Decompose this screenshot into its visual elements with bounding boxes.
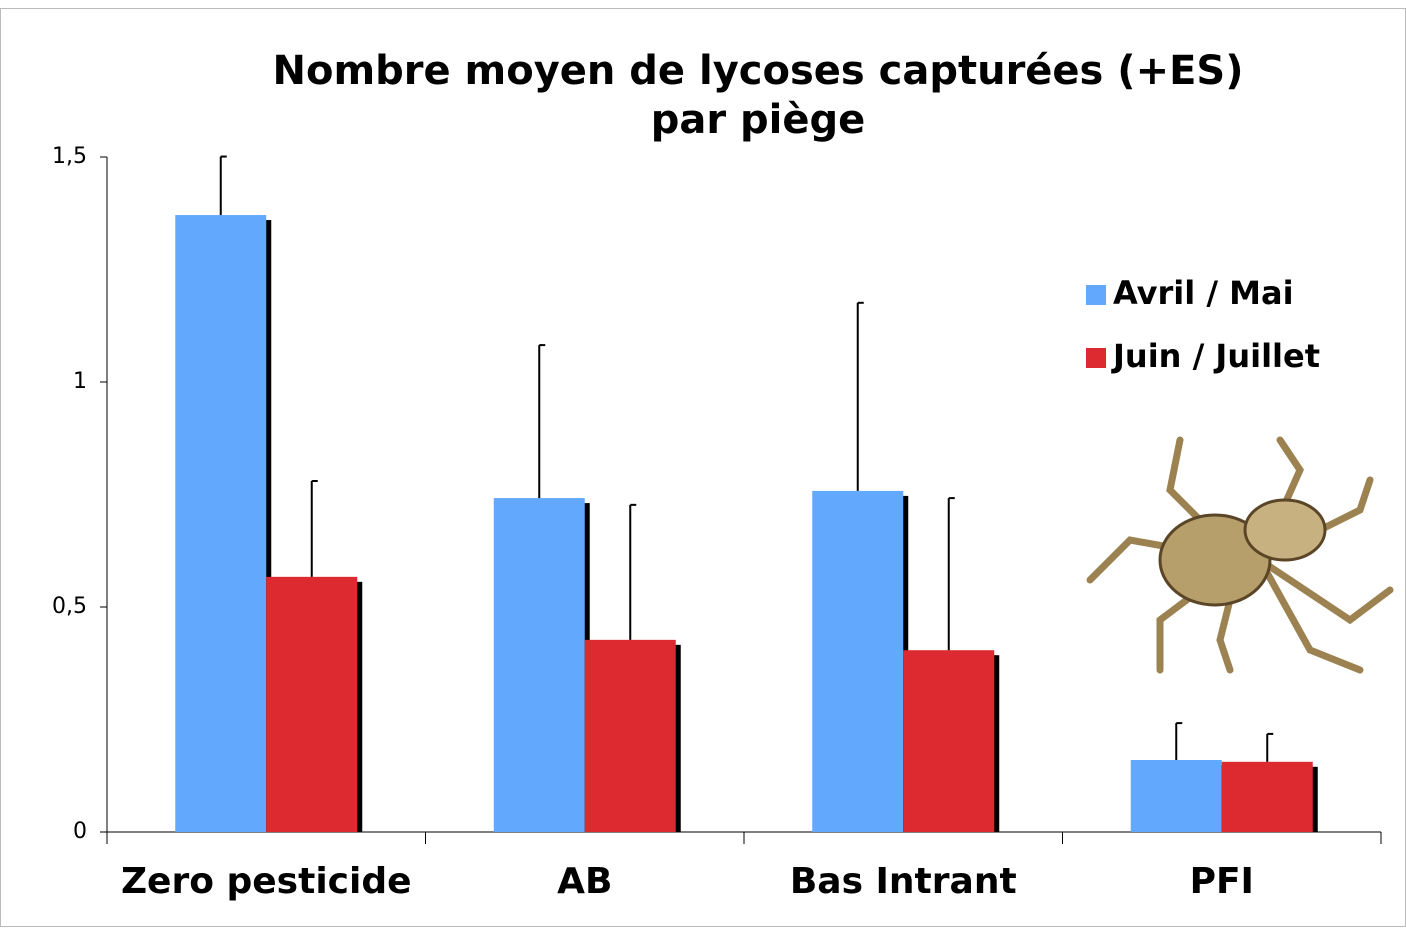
bar <box>1130 760 1222 832</box>
x-tick-label: Zero pesticide <box>121 861 412 902</box>
spider <box>1086 436 1394 674</box>
chart-title: Nombre moyen de lycoses capturées (+ES) <box>272 48 1243 94</box>
bar <box>493 498 585 832</box>
bar <box>266 576 358 832</box>
bar <box>175 215 267 833</box>
y-tick-label: 0,5 <box>52 594 87 619</box>
bar <box>1221 761 1313 832</box>
y-tick-label: 0 <box>73 819 87 844</box>
chart-title: par piège <box>651 97 866 143</box>
legend-swatch <box>1086 348 1106 368</box>
bar <box>584 639 676 832</box>
y-tick-label: 1 <box>73 369 87 394</box>
y-tick-label: 1,5 <box>52 144 87 169</box>
x-tick-label: Bas Intrant <box>790 861 1017 902</box>
legend-label: Juin / Juillet <box>1111 337 1320 375</box>
bar <box>903 650 995 832</box>
legend-swatch <box>1086 285 1106 305</box>
bar <box>812 490 904 832</box>
x-tick-label: AB <box>557 861 612 902</box>
x-tick-label: PFI <box>1190 861 1254 902</box>
legend-label: Avril / Mai <box>1113 274 1294 312</box>
